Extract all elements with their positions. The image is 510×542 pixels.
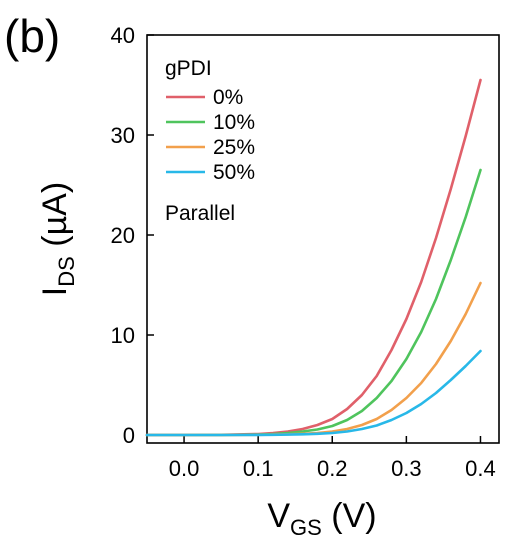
x-axis-label: VGS (V) xyxy=(267,497,376,540)
legend-footer: Parallel xyxy=(165,202,235,225)
legend-label-2: 25% xyxy=(213,136,255,159)
y-tick-label: 0 xyxy=(123,423,135,448)
y-axis-label: IDS (µA) xyxy=(36,182,79,296)
y-tick-label: 40 xyxy=(111,23,135,48)
panel-label: (b) xyxy=(4,10,60,62)
series-line-0 xyxy=(147,80,481,435)
x-tick-label: 0.0 xyxy=(169,456,200,481)
series-lines xyxy=(147,80,481,435)
legend-label-0: 0% xyxy=(213,86,243,109)
legend-label-3: 50% xyxy=(213,161,255,184)
series-line-3 xyxy=(147,351,481,435)
series-line-2 xyxy=(147,283,481,435)
y-tick-label: 20 xyxy=(111,223,135,248)
x-tick-label: 0.3 xyxy=(391,456,422,481)
y-tick-label: 10 xyxy=(111,323,135,348)
legend: gPDI 0%10%25%50% Parallel xyxy=(165,57,255,225)
legend-entries: 0%10%25%50% xyxy=(166,86,255,184)
legend-title: gPDI xyxy=(165,57,212,80)
x-tick-label: 0.2 xyxy=(317,456,348,481)
x-tick-label: 0.1 xyxy=(243,456,274,481)
y-tick-label: 30 xyxy=(111,123,135,148)
x-tick-label: 0.4 xyxy=(465,456,496,481)
legend-label-1: 10% xyxy=(213,111,255,134)
